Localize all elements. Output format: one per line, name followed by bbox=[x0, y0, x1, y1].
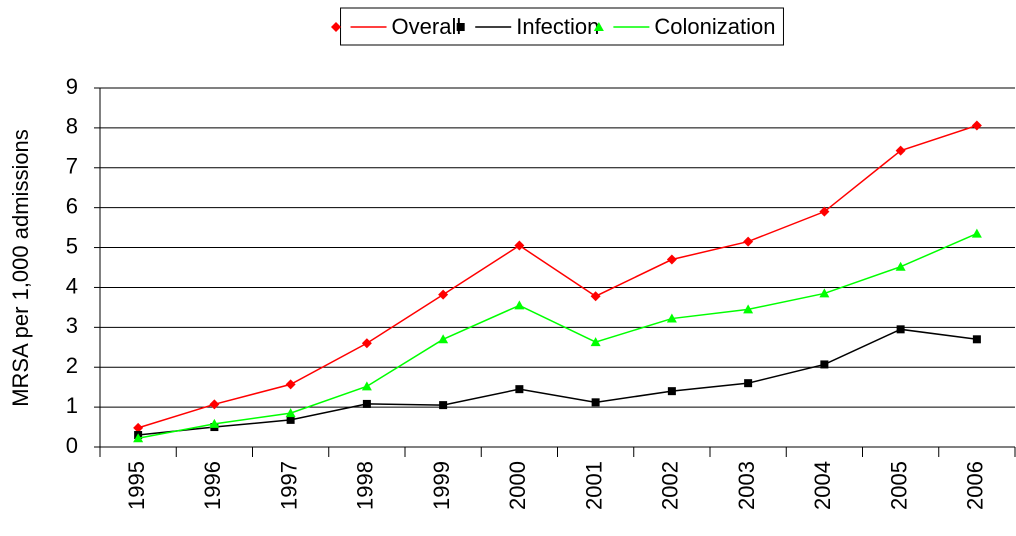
x-tick-label: 1996 bbox=[200, 461, 225, 510]
marker bbox=[133, 433, 144, 443]
legend-label: Overall bbox=[392, 14, 462, 39]
y-tick-label: 9 bbox=[66, 74, 78, 99]
marker bbox=[514, 300, 525, 310]
marker bbox=[591, 398, 600, 407]
marker bbox=[439, 401, 448, 410]
y-tick-label: 7 bbox=[66, 154, 78, 179]
line bbox=[138, 328, 977, 436]
x-tick-label: 2000 bbox=[505, 461, 530, 510]
marker bbox=[895, 145, 906, 156]
marker bbox=[666, 313, 677, 323]
y-tick-label: 6 bbox=[66, 193, 78, 218]
marker bbox=[972, 335, 981, 344]
marker bbox=[590, 291, 601, 302]
y-tick-label: 4 bbox=[66, 273, 78, 298]
marker bbox=[667, 387, 676, 396]
y-tick-label: 8 bbox=[66, 114, 78, 139]
marker bbox=[514, 240, 525, 251]
marker bbox=[438, 334, 449, 344]
marker bbox=[362, 399, 371, 408]
marker bbox=[590, 337, 601, 347]
marker bbox=[361, 338, 372, 349]
y-tick-label: 0 bbox=[66, 433, 78, 458]
line bbox=[137, 232, 978, 439]
marker bbox=[743, 304, 754, 314]
marker bbox=[133, 422, 144, 433]
y-tick-label: 3 bbox=[66, 313, 78, 338]
marker bbox=[819, 206, 830, 217]
marker bbox=[285, 379, 296, 390]
x-tick-label: 2004 bbox=[810, 461, 835, 510]
x-tick-label: 2005 bbox=[886, 461, 911, 510]
y-axis-label: MRSA per 1,000 admissions bbox=[8, 129, 33, 407]
x-tick-label: 2003 bbox=[734, 461, 759, 510]
marker bbox=[593, 22, 604, 31]
y-tick-label: 1 bbox=[66, 393, 78, 418]
legend-label: Colonization bbox=[654, 14, 775, 39]
marker bbox=[895, 261, 906, 271]
marker bbox=[285, 408, 296, 418]
marker bbox=[820, 360, 829, 369]
marker bbox=[743, 236, 754, 247]
y-tick-label: 2 bbox=[66, 353, 78, 378]
marker bbox=[438, 289, 449, 300]
legend-box bbox=[340, 7, 784, 46]
legend-label: Infection bbox=[516, 14, 599, 39]
x-tick-label: 2002 bbox=[658, 461, 683, 510]
marker bbox=[744, 379, 753, 388]
marker bbox=[971, 120, 982, 131]
x-tick-label: 2001 bbox=[581, 461, 606, 510]
marker bbox=[209, 418, 220, 428]
y-tick-label: 5 bbox=[66, 233, 78, 258]
marker bbox=[361, 381, 372, 391]
x-tick-label: 2006 bbox=[963, 461, 988, 510]
x-tick-label: 1998 bbox=[353, 461, 378, 510]
marker bbox=[515, 385, 524, 394]
marker bbox=[819, 288, 830, 298]
marker bbox=[331, 22, 341, 32]
marker bbox=[209, 399, 220, 410]
marker bbox=[971, 228, 982, 238]
x-tick-label: 1999 bbox=[429, 461, 454, 510]
marker bbox=[896, 325, 905, 334]
marker bbox=[666, 254, 677, 265]
marker bbox=[286, 415, 295, 424]
x-tick-label: 1997 bbox=[276, 461, 301, 510]
x-tick-label: 1995 bbox=[124, 461, 149, 510]
legend: Overall Infection Colonization bbox=[340, 7, 784, 46]
line bbox=[137, 124, 978, 429]
marker bbox=[456, 23, 465, 31]
